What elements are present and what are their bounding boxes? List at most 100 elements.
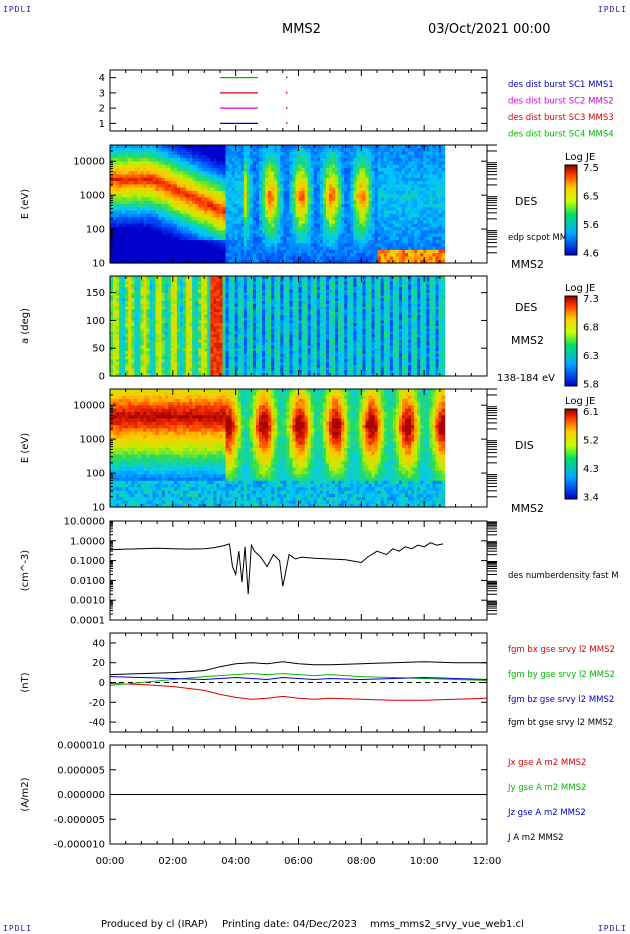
spectrogram-cell bbox=[231, 246, 236, 251]
spectrogram-cell bbox=[347, 154, 351, 159]
spectrogram-cell bbox=[405, 236, 409, 241]
spectrogram-cell bbox=[143, 342, 148, 347]
spectrogram-cell bbox=[395, 200, 400, 205]
spectrogram-cell bbox=[155, 249, 160, 254]
spectrogram-cell bbox=[167, 259, 172, 264]
spectrogram-cell bbox=[183, 348, 187, 352]
spectrogram-cell bbox=[179, 243, 184, 248]
spectrogram-cell bbox=[195, 309, 199, 313]
spectrogram-cell bbox=[313, 243, 318, 248]
spectrogram-cell bbox=[201, 181, 205, 185]
spectrogram-cell bbox=[295, 246, 300, 251]
spectrogram-cell bbox=[362, 230, 367, 235]
spectrogram-cell bbox=[125, 298, 129, 302]
spectrogram-cell bbox=[335, 177, 339, 182]
spectrogram-cell bbox=[307, 200, 312, 205]
spectrogram-cell bbox=[161, 197, 166, 202]
spectrogram-cell bbox=[137, 253, 142, 258]
spectrogram-cell bbox=[335, 253, 339, 258]
spectrogram-cell bbox=[155, 312, 160, 316]
spectrogram-cell bbox=[374, 164, 379, 169]
spectrogram-cell bbox=[137, 148, 142, 153]
spectrogram-cell bbox=[304, 256, 309, 261]
spectrogram-cell bbox=[110, 233, 114, 238]
spectrogram-cell bbox=[113, 337, 117, 341]
spectrogram-cell bbox=[183, 334, 187, 338]
spectrogram-cell bbox=[207, 171, 211, 176]
spectrogram-cell bbox=[222, 197, 227, 202]
spectrogram-cell bbox=[362, 171, 367, 176]
spectrogram-cell bbox=[329, 230, 333, 235]
spectrogram-cell bbox=[237, 233, 242, 238]
spectrogram-cell bbox=[265, 171, 269, 176]
spectrogram-cell bbox=[252, 253, 257, 258]
spectrogram-cell bbox=[277, 220, 281, 225]
spectrogram-cell bbox=[192, 161, 196, 166]
spectrogram-cell bbox=[140, 148, 145, 153]
spectrogram-cell bbox=[368, 174, 373, 179]
spectrogram-cell bbox=[113, 331, 117, 335]
spectrogram-cell bbox=[198, 187, 202, 192]
spectrogram-cell bbox=[186, 181, 190, 185]
spectrogram-cell bbox=[195, 256, 199, 261]
spectrogram-cell bbox=[134, 164, 138, 169]
spectrogram-cell bbox=[140, 276, 145, 280]
spectrogram-cell bbox=[417, 167, 421, 172]
spectrogram-cell bbox=[210, 164, 215, 169]
spectrogram-cell bbox=[210, 253, 215, 258]
spectrogram-cell bbox=[116, 249, 120, 254]
spectrogram-cell bbox=[408, 177, 412, 182]
spectrogram-cell bbox=[231, 167, 236, 172]
spectrogram-cell bbox=[383, 230, 388, 235]
spectrogram-cell bbox=[204, 233, 208, 238]
spectrogram-cell bbox=[259, 148, 263, 153]
spectrogram-cell bbox=[158, 320, 163, 324]
spectrogram-cell bbox=[298, 226, 303, 231]
spectrogram-cell bbox=[389, 190, 394, 195]
spectrogram-cell bbox=[146, 320, 151, 324]
spectrogram-cell bbox=[280, 174, 284, 179]
spectrogram-cell bbox=[356, 164, 361, 169]
spectrogram-cell bbox=[286, 226, 291, 231]
spectrogram-cell bbox=[262, 233, 266, 238]
spectrogram-cell bbox=[371, 187, 376, 192]
spectrogram-cell bbox=[189, 190, 193, 195]
spectrogram-cell bbox=[125, 210, 129, 215]
spectrogram-cell bbox=[119, 220, 123, 225]
spectrogram-cell bbox=[380, 184, 385, 189]
spectrogram-cell bbox=[252, 223, 257, 228]
spectrogram-cell bbox=[140, 295, 145, 299]
spectrogram-cell bbox=[119, 337, 123, 341]
spectrogram-cell bbox=[344, 161, 348, 166]
spectrogram-cell bbox=[332, 217, 336, 221]
spectrogram-cell bbox=[198, 233, 202, 238]
spectrogram-cell bbox=[179, 220, 184, 225]
spectrogram-cell bbox=[359, 204, 364, 208]
spectrogram-cell bbox=[225, 200, 230, 205]
spectrogram-cell bbox=[256, 240, 260, 244]
spectrogram-cell bbox=[216, 181, 221, 185]
spectrogram-cell bbox=[426, 213, 430, 218]
spectrogram-cell bbox=[213, 181, 218, 185]
spectrogram-cell bbox=[161, 154, 166, 159]
spectrogram-cell bbox=[353, 230, 357, 235]
spectrogram-cell bbox=[362, 240, 367, 244]
spectrogram-cell bbox=[402, 164, 406, 169]
spectrogram-cell bbox=[207, 240, 211, 244]
spectrogram-cell bbox=[240, 217, 245, 221]
spectrogram-cell bbox=[417, 213, 421, 218]
spectrogram-cell bbox=[131, 151, 135, 156]
spectrogram-cell bbox=[252, 190, 257, 195]
spectrogram-cell bbox=[119, 158, 123, 162]
spectrogram-cell bbox=[359, 181, 364, 185]
spectrogram-cell bbox=[301, 154, 306, 159]
spectrogram-cell bbox=[173, 177, 178, 182]
spectrogram-cell bbox=[122, 328, 126, 333]
spectrogram-cell bbox=[283, 184, 288, 189]
spectrogram-cell bbox=[292, 236, 297, 241]
spectrogram-cell bbox=[116, 223, 120, 228]
spectrogram-cell bbox=[265, 161, 269, 166]
spectrogram-cell bbox=[313, 164, 318, 169]
spectrogram-cell bbox=[204, 197, 208, 202]
spectrogram-cell bbox=[234, 171, 239, 176]
